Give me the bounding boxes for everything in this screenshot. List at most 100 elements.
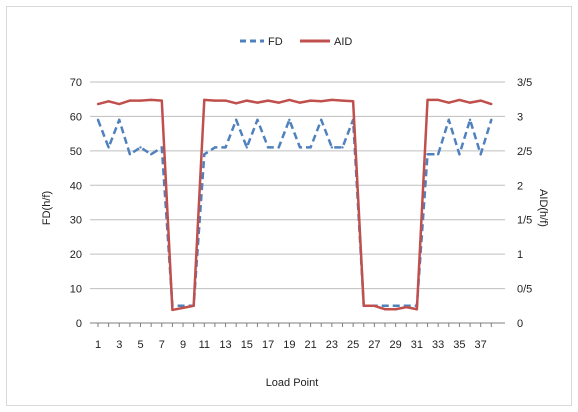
y-left-tick-label: 40 — [70, 180, 82, 192]
x-tick-label: 1 — [95, 339, 101, 351]
data-point-fd — [118, 118, 121, 122]
y-right-tick-label: 2 — [517, 180, 523, 192]
data-point-aid — [320, 100, 323, 103]
y-left-tick-label: 20 — [70, 249, 82, 261]
y-right-tick-label: 0 — [517, 318, 523, 330]
gridlines — [90, 81, 505, 290]
data-point-aid — [309, 99, 312, 102]
data-point-aid — [436, 98, 440, 102]
x-tick-label: 37 — [475, 339, 487, 351]
data-point-fd — [160, 146, 163, 149]
legend-aid-label: AID — [334, 36, 352, 48]
y-left-tick-label: 60 — [70, 111, 82, 123]
data-point-fd — [224, 146, 227, 149]
legend: FD AID — [240, 36, 352, 48]
data-point-aid — [192, 304, 195, 307]
x-axis: 1 3 5 7 9 11 13 15 17 19 21 23 25 27 29 31 33 35 37 — [90, 322, 505, 351]
data-point-fd — [181, 304, 185, 307]
x-tick-label: 13 — [219, 339, 231, 351]
data-point-fd — [383, 304, 387, 307]
y-left-tick-label: 10 — [70, 284, 82, 296]
x-tick-label: 11 — [199, 339, 210, 351]
data-point-aid — [426, 98, 429, 102]
data-point-aid — [277, 101, 280, 104]
x-tick-label: 3 — [116, 339, 122, 351]
x-tick-label: 15 — [241, 339, 253, 351]
x-tick-label: 21 — [304, 339, 316, 351]
x-tick-label: 29 — [390, 339, 402, 351]
y-right-tick-label: 3/5 — [517, 77, 532, 89]
data-point-fd — [447, 118, 450, 122]
data-point-aid — [373, 304, 376, 307]
data-point-aid — [479, 99, 482, 102]
data-point-aid — [224, 99, 227, 102]
x-tick-label: 19 — [283, 339, 295, 351]
data-point-fd — [277, 146, 280, 149]
data-point-fd — [107, 146, 110, 149]
data-point-aid — [458, 98, 461, 102]
data-point-aid — [128, 99, 132, 102]
legend-fd-label: FD — [268, 36, 283, 48]
x-tick-label: 9 — [180, 339, 186, 351]
data-point-fd — [288, 118, 291, 122]
y-axis-left-title: FD(h/f) — [41, 191, 53, 225]
series-line-aid — [97, 98, 492, 312]
series-line-fd — [96, 118, 493, 308]
data-point-aid — [149, 98, 153, 102]
data-point-fd — [234, 118, 238, 122]
data-point-fd — [128, 153, 132, 156]
data-point-aid — [415, 308, 419, 311]
chart-frame — [6, 6, 572, 406]
data-point-aid — [96, 102, 100, 106]
data-point-fd — [256, 118, 259, 122]
y-right-tick-label: 3 — [517, 111, 523, 123]
data-point-fd — [298, 146, 302, 149]
y-left-tick-label: 70 — [70, 77, 82, 89]
data-point-fd — [468, 118, 472, 122]
data-point-aid — [394, 308, 397, 311]
x-axis-title: Load Point — [266, 377, 319, 389]
data-point-aid — [118, 102, 121, 106]
data-point-aid — [383, 308, 387, 311]
x-tick-label: 27 — [368, 339, 380, 351]
data-point-aid — [330, 98, 334, 102]
data-point-aid — [181, 306, 185, 310]
data-point-fd — [394, 304, 397, 307]
data-point-aid — [234, 102, 238, 105]
data-point-fd — [330, 146, 334, 149]
y-left-tick-label: 0 — [76, 318, 82, 330]
data-point-aid — [362, 304, 365, 307]
x-tick-label: 35 — [453, 339, 465, 351]
data-point-aid — [171, 308, 174, 312]
data-point-fd — [245, 146, 249, 149]
data-point-aid — [160, 99, 163, 102]
y-left-tick-label: 50 — [70, 146, 82, 158]
x-tick-label: 23 — [326, 339, 338, 351]
data-point-fd — [149, 153, 153, 156]
x-tick-label: 33 — [432, 339, 444, 351]
y-right-tick-label: 1 — [517, 249, 523, 261]
data-point-fd — [426, 153, 429, 156]
data-point-aid — [341, 99, 344, 102]
x-tick-label: 7 — [159, 339, 165, 351]
data-point-fd — [213, 146, 217, 149]
data-point-aid — [468, 101, 472, 104]
data-point-fd — [139, 146, 142, 149]
data-point-fd — [96, 118, 100, 122]
y-right-tick-label: 1/5 — [517, 215, 532, 227]
data-point-aid — [213, 99, 217, 102]
x-tick-label: 31 — [411, 339, 423, 351]
data-point-fd — [341, 146, 344, 149]
data-point-aid — [266, 99, 270, 102]
y-right-tick-label: 0/5 — [517, 284, 532, 296]
data-point-fd — [320, 118, 323, 122]
series-group — [96, 98, 493, 312]
data-point-aid — [405, 305, 408, 309]
x-tick-label: 17 — [262, 339, 274, 351]
data-point-aid — [107, 100, 110, 103]
data-point-aid — [139, 99, 142, 102]
data-point-aid — [351, 100, 355, 103]
y-axis-right-title: AID(h/f) — [537, 189, 549, 227]
y-axis-left: 0 10 20 30 40 50 60 70 — [70, 77, 82, 330]
data-point-aid — [203, 98, 206, 102]
